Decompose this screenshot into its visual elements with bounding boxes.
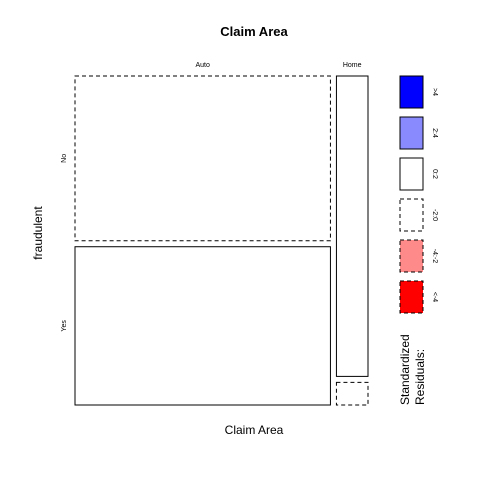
y-category-label-no: No [61,154,68,163]
y-category-label-yes: Yes [61,320,68,332]
x-category-label-home: Home [343,62,362,69]
legend-label: 0:2 [431,169,438,179]
legend-title-line1: Standardized [398,334,412,405]
x-axis-label: Claim Area [225,423,284,437]
mosaic-cell-auto-yes [74,246,331,406]
legend-label: -4:-2 [431,249,438,264]
legend-label: 2:4 [431,128,438,138]
y-category-labels: No Yes [61,154,68,332]
legend-label: -2:0 [431,209,438,221]
mosaic-cell-home-yes [335,381,369,406]
legend-swatch [399,239,424,273]
chart-title: Claim Area [220,24,288,39]
mosaic-cells [74,75,369,406]
residual-legend: >4 2:4 0:2 -2:0 -4:-2 <-4 Standardized Residual… [398,75,438,405]
y-axis-label: fraudulent [31,206,45,260]
legend-swatch [399,280,424,314]
legend-title-line2: Residuals: [413,349,427,405]
mosaic-cell-auto-no [74,75,331,242]
legend-label: <-4 [431,292,438,302]
legend-swatch [399,198,424,232]
legend-swatch [399,75,424,109]
legend-label: >4 [431,88,438,96]
x-category-label-auto: Auto [196,62,211,69]
mosaic-cell-home-no [335,75,369,377]
x-category-labels: Auto Home [196,62,362,69]
legend-swatch [399,157,424,191]
legend-swatch [399,116,424,150]
